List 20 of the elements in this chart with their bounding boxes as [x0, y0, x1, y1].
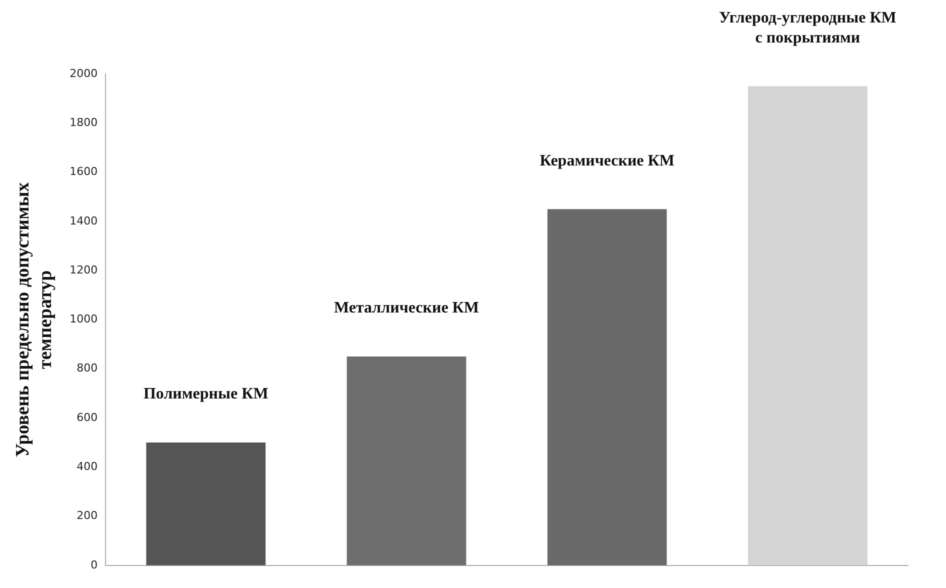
y-tick-label: 400 — [76, 460, 98, 473]
y-tick-label: 0 — [90, 558, 98, 572]
x-tick-label: Углерод-углеродные КМ с покрытиями — [718, 9, 896, 46]
bar — [346, 356, 466, 566]
y-tick-label: 800 — [76, 362, 98, 375]
y-tick-label: 1800 — [70, 116, 98, 129]
bar — [146, 442, 266, 566]
y-tick-label: 2000 — [70, 66, 98, 80]
bar — [748, 86, 868, 566]
y-tick-label: 600 — [76, 410, 98, 424]
x-tick-label: Керамические КМ — [540, 152, 674, 170]
y-tick-label: 200 — [76, 509, 98, 522]
y-axis-title: Уровень предельно допустимых температур — [12, 182, 56, 458]
y-tick-label: 1600 — [70, 165, 98, 178]
x-tick-label: Металлические КМ — [334, 300, 480, 317]
y-tick-label: 1000 — [70, 312, 98, 326]
y-tick-label: 1200 — [70, 263, 98, 276]
x-tick-label: Полимерные КМ — [143, 386, 268, 403]
y-tick-label: 1400 — [70, 214, 98, 228]
bar — [547, 209, 667, 566]
